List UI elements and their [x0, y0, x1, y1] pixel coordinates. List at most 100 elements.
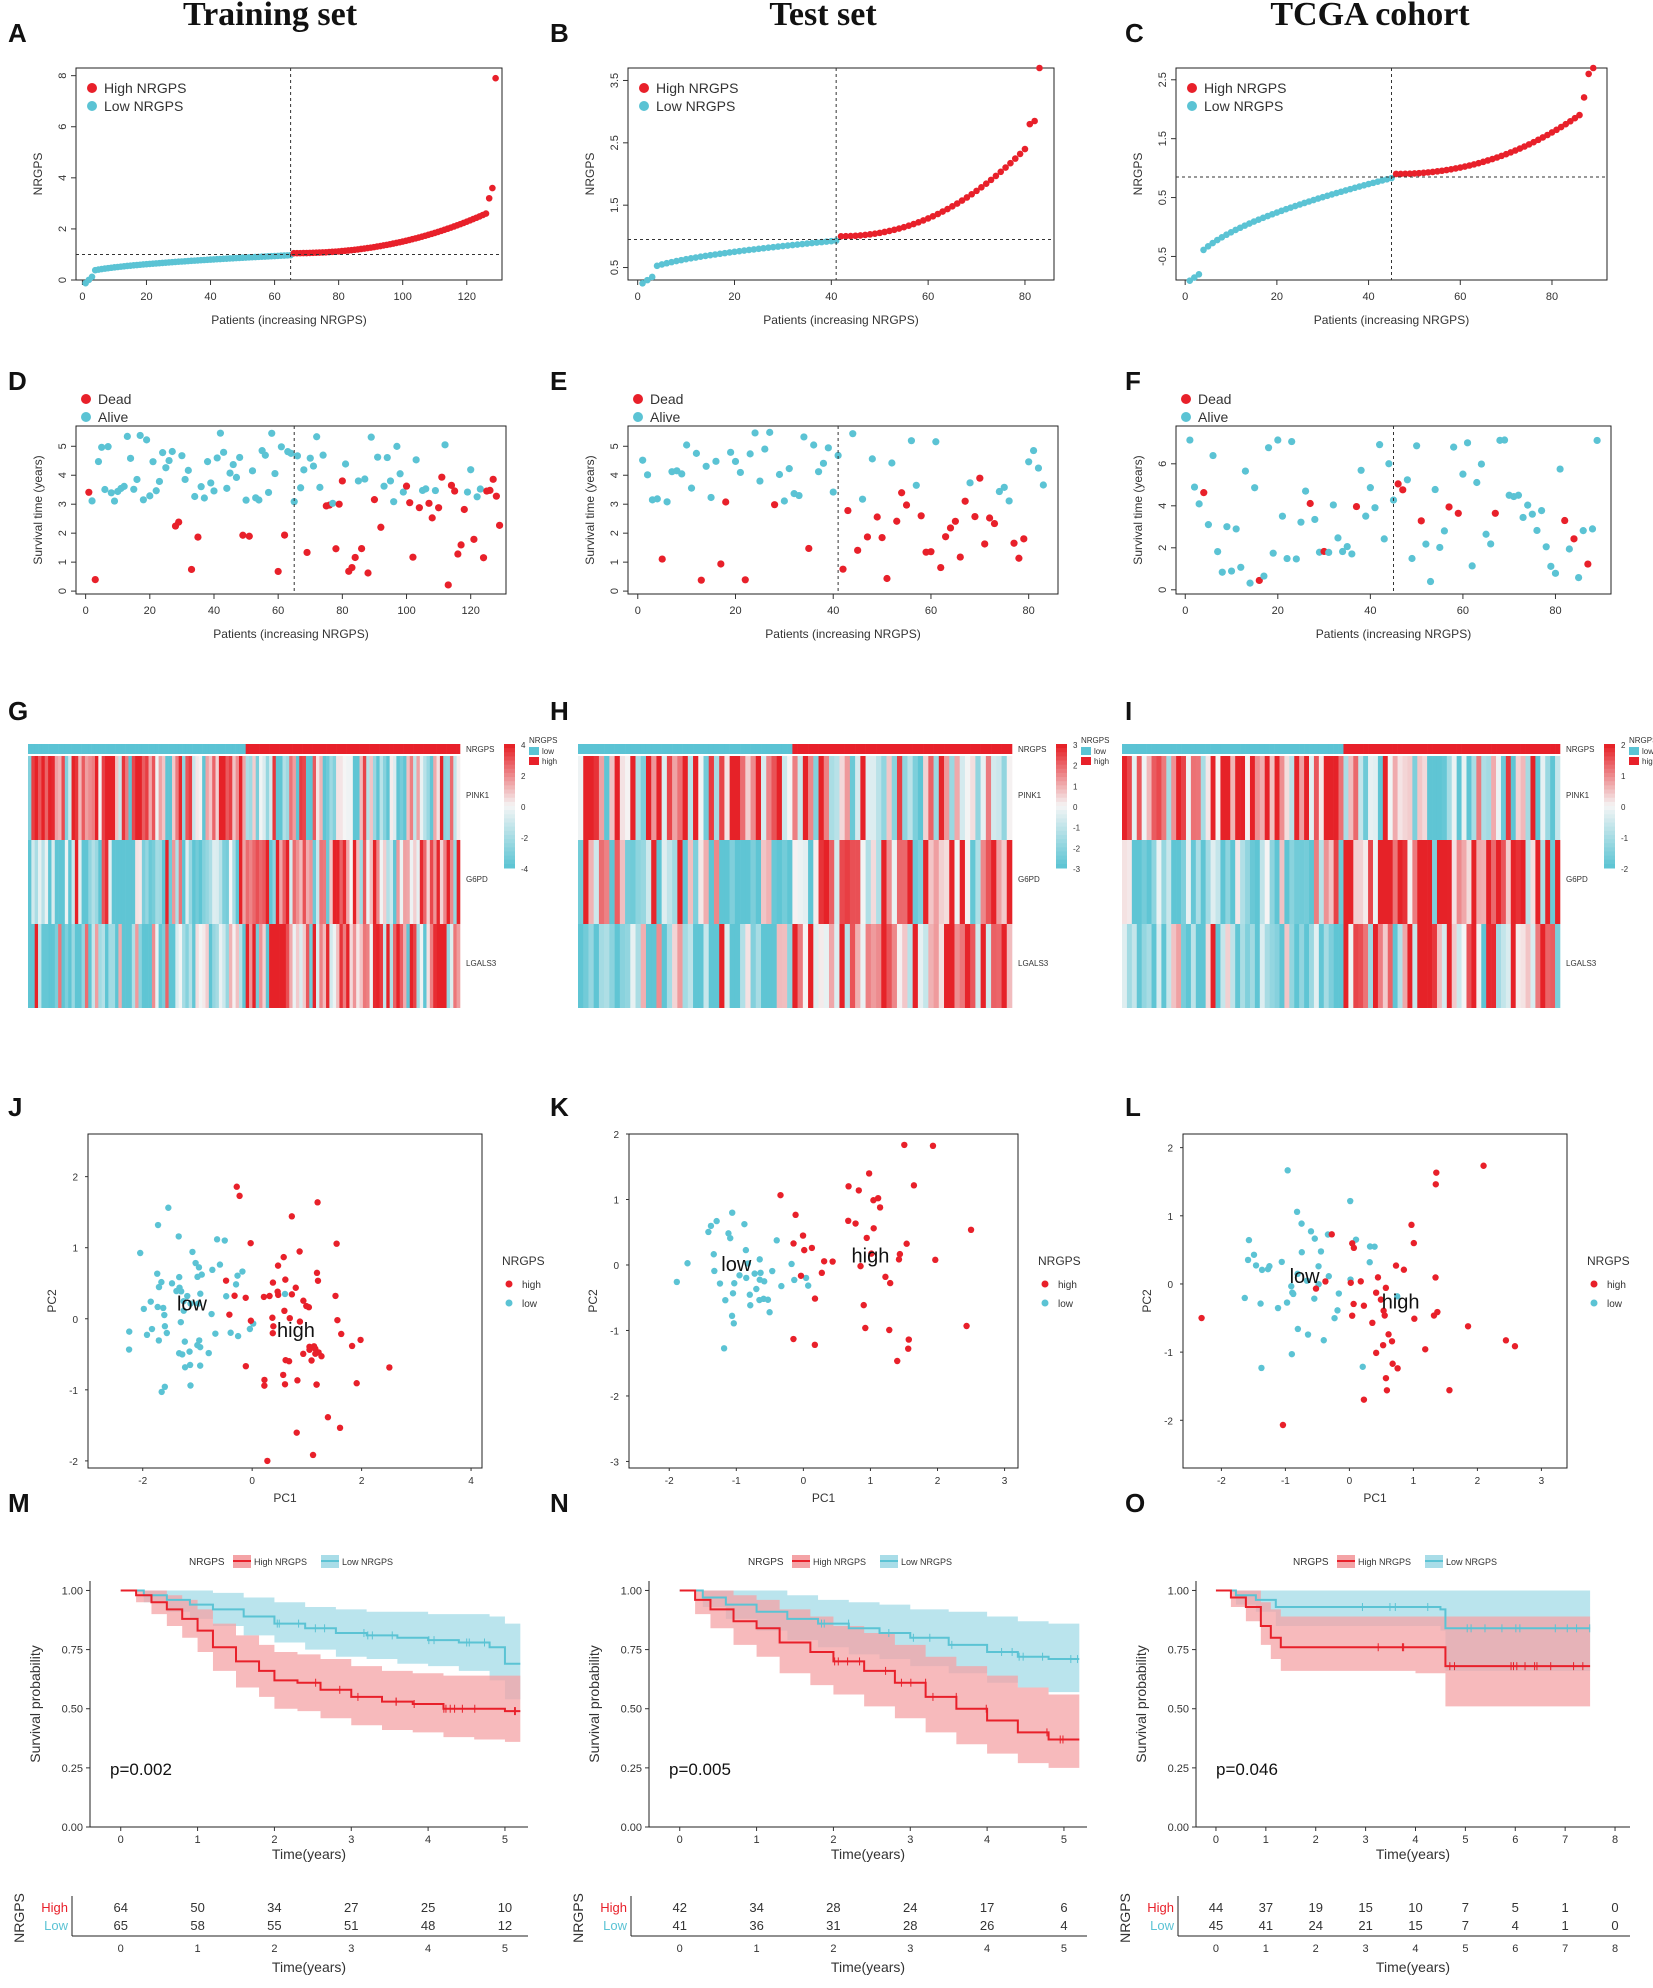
pca-point-low-j — [208, 1310, 215, 1318]
heat-cell-g — [145, 840, 149, 924]
annotation-cell-i — [1451, 744, 1457, 754]
annotation-cell-g — [409, 744, 414, 754]
annotation-cell-h — [708, 744, 715, 754]
annotation-cell-g — [366, 744, 370, 754]
x-tick-label-k: 2 — [935, 1476, 941, 1487]
heat-cell-i — [1240, 756, 1246, 840]
annotation-cell-g — [31, 744, 35, 754]
heat-legend-low-h: low — [1094, 747, 1106, 756]
pca-point-high-k — [862, 1324, 869, 1332]
status-point-d — [390, 498, 398, 506]
heat-cell-i — [1377, 840, 1384, 924]
heat-cell-g — [339, 924, 344, 1008]
heat-cell-h — [698, 924, 704, 1008]
risk-point-b — [731, 248, 738, 256]
heat-cell-h — [881, 756, 887, 840]
pca-point-high-k — [845, 1217, 852, 1225]
colorbar-step-i — [1604, 772, 1615, 778]
heat-legend-low-swatch-h — [1081, 747, 1091, 755]
pca-point-high-j — [314, 1277, 322, 1284]
status-point-f — [1329, 501, 1337, 509]
p-value-m: p=0.002 — [110, 1760, 172, 1779]
heat-cell-i — [1441, 924, 1448, 1008]
heat-cell-h — [907, 756, 913, 840]
pca-point-low-k — [729, 1209, 736, 1216]
y-tick-label-k: -2 — [610, 1392, 619, 1403]
y-tick-label-d: 0 — [57, 588, 69, 594]
risk-x-tick-n: 2 — [830, 1943, 836, 1955]
risk-count-n: 24 — [903, 1900, 917, 1915]
pca-point-low-j — [195, 1264, 203, 1271]
pca-point-high-j — [306, 1346, 313, 1353]
status-point-d — [447, 481, 456, 489]
heat-cell-h — [578, 840, 584, 924]
heat-cell-i — [1318, 756, 1325, 840]
heat-cell-h — [912, 840, 919, 924]
status-point-e — [819, 459, 828, 467]
heat-cell-i — [1500, 840, 1507, 924]
status-point-e — [658, 555, 666, 563]
risk-point-b — [978, 184, 985, 191]
annotation-cell-g — [396, 744, 401, 754]
status-point-d — [492, 492, 500, 500]
heat-cell-g — [98, 924, 102, 1008]
annotation-cell-h — [991, 744, 997, 754]
annotation-cell-g — [362, 744, 367, 754]
status-point-d — [309, 462, 318, 470]
y-tick-label-e: 1 — [609, 559, 621, 565]
annotation-cell-g — [446, 744, 451, 754]
y-tick-label-b: 1.5 — [609, 198, 621, 213]
pca-legend-low-dot-k — [1041, 1299, 1049, 1307]
heat-cell-h — [849, 756, 856, 840]
pca-point-high-j — [270, 1323, 277, 1330]
status-point-e — [863, 533, 872, 541]
heat-legend-title-h: NRGPS — [1081, 736, 1109, 745]
status-point-e — [854, 546, 862, 554]
status-point-e — [741, 576, 749, 584]
pca-point-high-j — [261, 1376, 268, 1384]
annotation-cell-g — [332, 744, 337, 754]
heat-cell-i — [1417, 924, 1423, 1008]
legend-label-low-b: Low NRGPS — [656, 98, 735, 114]
pca-point-low-l — [1298, 1249, 1306, 1256]
heat-cell-h — [781, 840, 788, 924]
pca-point-low-l — [1245, 1236, 1253, 1244]
heat-legend-high-h: high — [1094, 757, 1109, 766]
panel-label-d: D — [8, 366, 27, 396]
risk-point-c — [1576, 111, 1583, 119]
heat-cell-h — [870, 924, 877, 1008]
annotation-cell-i — [1461, 744, 1467, 754]
risk-point-b — [939, 208, 946, 215]
heat-cell-g — [269, 924, 273, 1008]
heat-cell-i — [1131, 756, 1138, 840]
x-tick-label-b: 80 — [1019, 291, 1031, 303]
heat-cell-g — [312, 924, 317, 1008]
heat-cell-g — [98, 756, 102, 840]
heat-cell-i — [1422, 924, 1428, 1008]
pca-point-high-j — [318, 1353, 325, 1360]
status-point-e — [1010, 539, 1018, 547]
heat-cell-g — [101, 756, 106, 840]
status-point-d — [422, 485, 430, 493]
heat-cell-h — [614, 756, 621, 840]
status-point-e — [893, 517, 901, 525]
pca-point-high-l — [1389, 1360, 1396, 1367]
heat-cell-g — [185, 924, 190, 1008]
heat-cell-i — [1466, 924, 1472, 1008]
y-tick-label-j: 1 — [72, 1244, 78, 1255]
plot-frame-l — [1182, 1133, 1568, 1469]
heat-cell-h — [876, 756, 882, 840]
annotation-cell-g — [372, 744, 377, 754]
annotation-cell-h — [844, 744, 851, 754]
heat-cell-i — [1446, 840, 1453, 924]
x-tick-label-j: 4 — [468, 1476, 474, 1487]
risk-point-a — [489, 184, 496, 192]
risk-point-b — [871, 230, 879, 237]
heat-cell-i — [1333, 756, 1339, 840]
heat-cell-h — [876, 840, 882, 924]
heat-cell-g — [195, 756, 200, 840]
pca-point-high-j — [296, 1318, 304, 1325]
heat-cell-i — [1545, 924, 1551, 1008]
status-point-d — [207, 479, 215, 487]
heat-cell-g — [326, 924, 330, 1008]
